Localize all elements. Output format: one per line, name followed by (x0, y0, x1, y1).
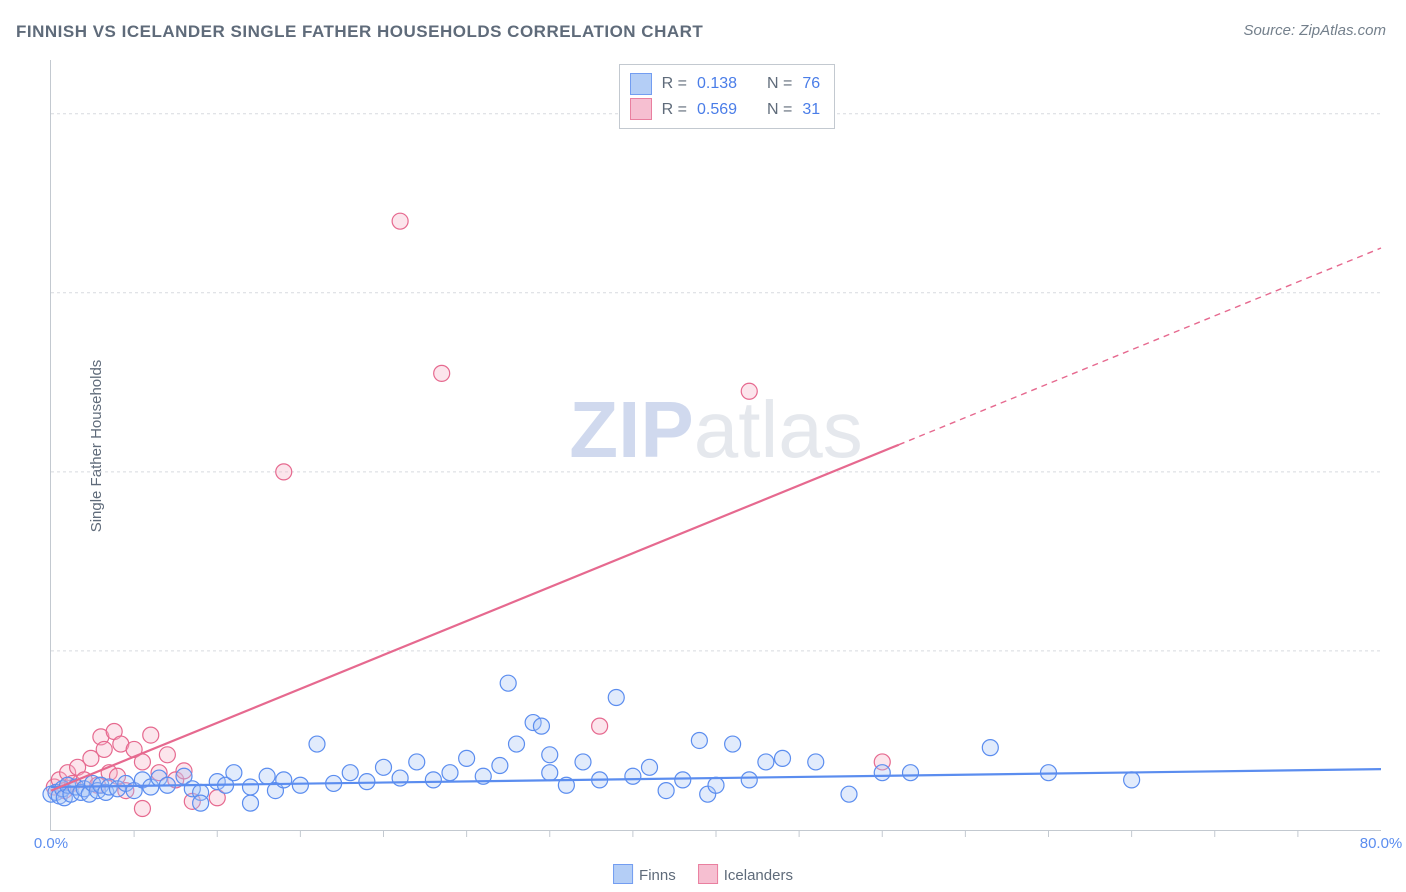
plot-area: ZIPatlas 10.0%20.0%30.0%40.0%0.0%80.0% (50, 60, 1381, 831)
stats-swatch-icelanders (630, 98, 652, 120)
stats-swatch-finns (630, 73, 652, 95)
legend-label-icelanders: Icelanders (724, 867, 793, 884)
stats-r-value-finns: 0.138 (697, 71, 737, 97)
chart-source: Source: ZipAtlas.com (1243, 22, 1386, 39)
x-tick-label: 0.0% (34, 835, 68, 852)
stats-n-value-icelanders: 31 (802, 97, 820, 123)
legend-label-finns: Finns (639, 867, 676, 884)
legend-swatch-icelanders (698, 864, 718, 884)
stats-n-label: N = (767, 71, 792, 97)
x-tick-label: 80.0% (1360, 835, 1403, 852)
chart-title: FINNISH VS ICELANDER SINGLE FATHER HOUSE… (16, 22, 703, 42)
stats-n-value-finns: 76 (802, 71, 820, 97)
series-legend: Finns Icelanders (613, 864, 793, 884)
stats-r-label: R = (662, 97, 687, 123)
stats-n-label: N = (767, 97, 792, 123)
legend-item-icelanders: Icelanders (698, 864, 793, 884)
plot-svg (51, 60, 1381, 830)
chart-container: FINNISH VS ICELANDER SINGLE FATHER HOUSE… (0, 0, 1406, 892)
legend-swatch-finns (613, 864, 633, 884)
stats-legend-row-icelanders: R = 0.569 N = 31 (630, 97, 821, 123)
stats-legend-row-finns: R = 0.138 N = 76 (630, 71, 821, 97)
legend-item-finns: Finns (613, 864, 676, 884)
stats-r-value-icelanders: 0.569 (697, 97, 737, 123)
stats-legend: R = 0.138 N = 76 R = 0.569 N = 31 (619, 64, 836, 129)
stats-r-label: R = (662, 71, 687, 97)
